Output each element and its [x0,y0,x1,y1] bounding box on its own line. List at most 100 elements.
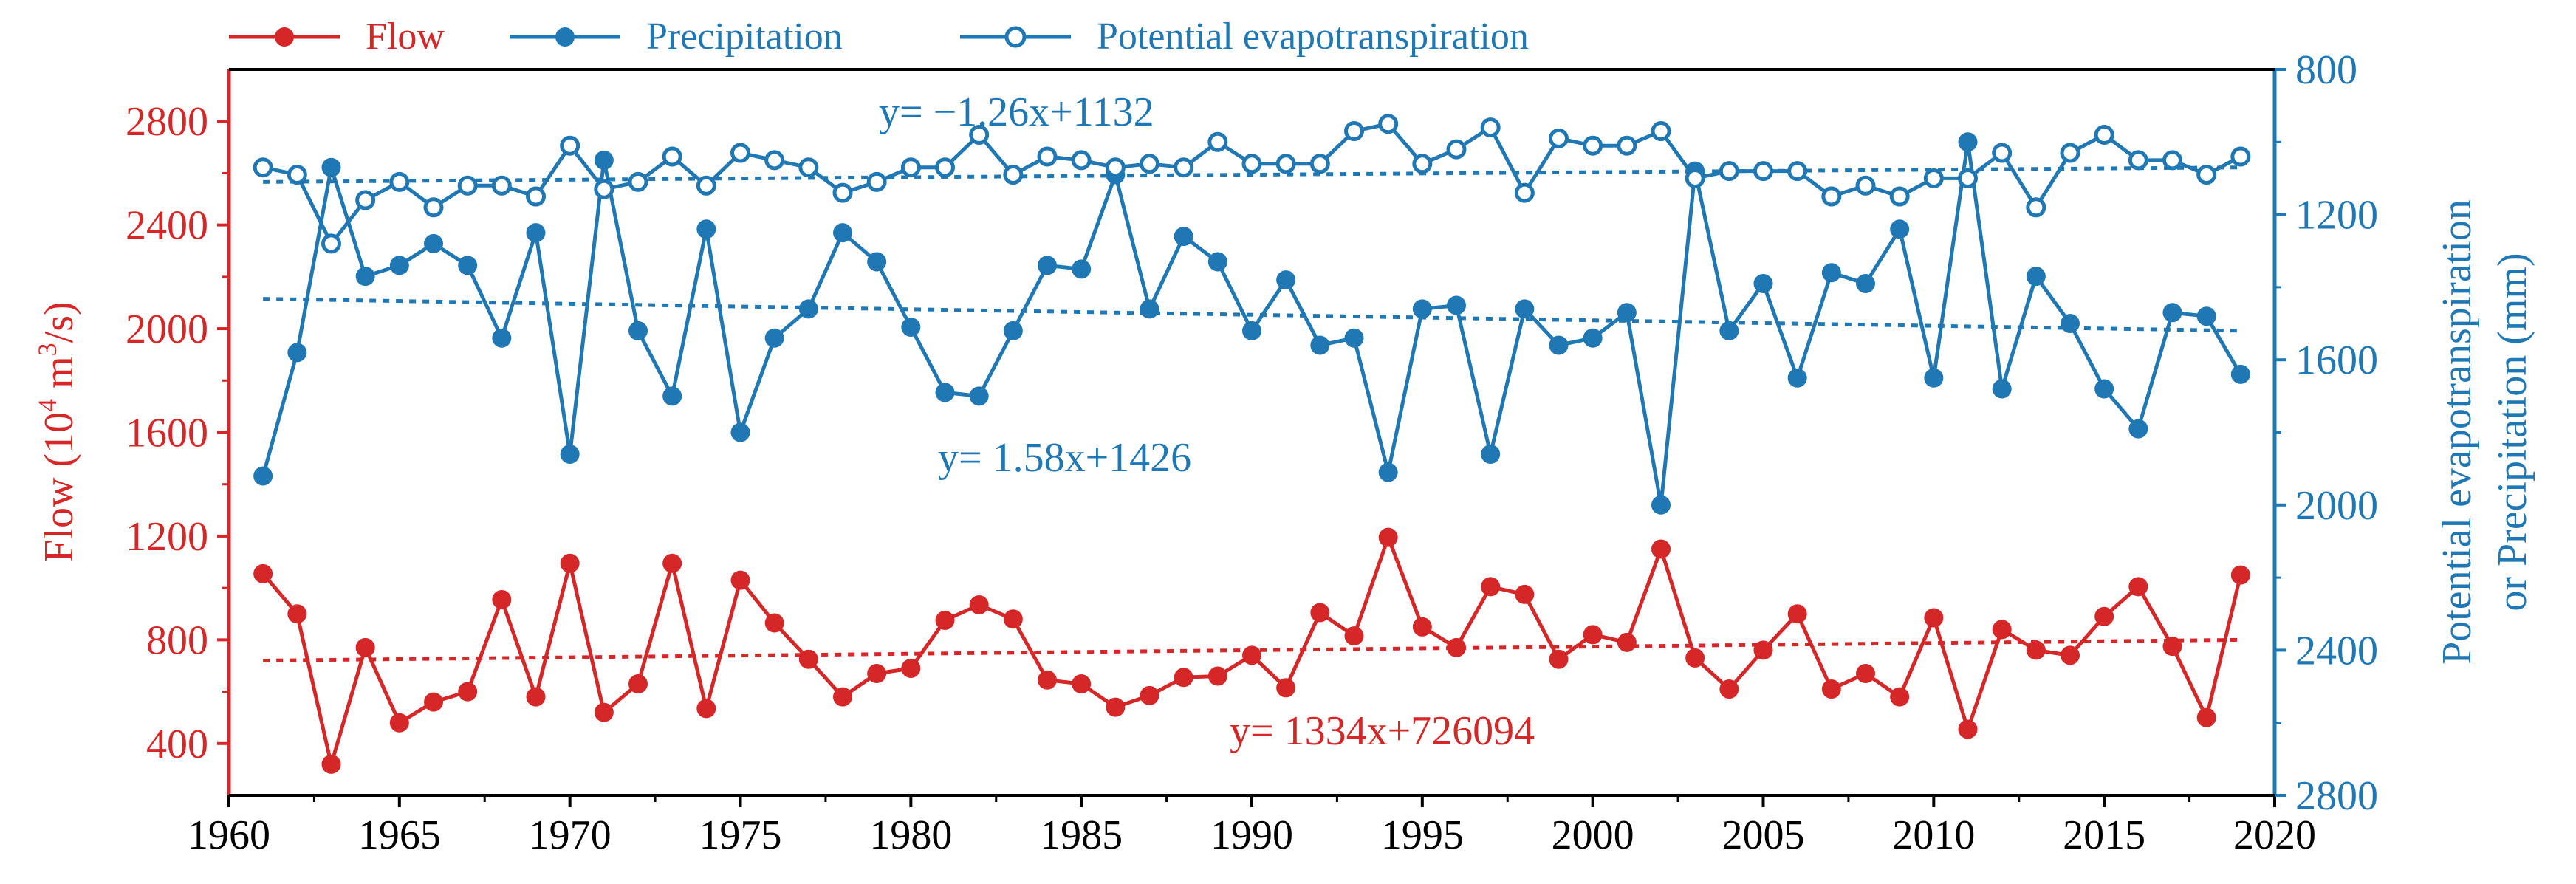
x-tick-label: 1970 [529,812,612,858]
data-point-precipitation [1344,328,1364,348]
data-point-flow [355,637,375,657]
data-point-precipitation [1583,328,1603,348]
data-point-potential-evapotranspiration [1549,128,1569,148]
data-point-flow [526,687,546,707]
data-point-precipitation [321,157,341,177]
data-point-potential-evapotranspiration [798,157,819,178]
x-tick-label: 1960 [188,812,270,858]
data-point-precipitation [594,150,614,170]
y-right-tick-label: 1600 [2295,338,2378,383]
data-point-potential-evapotranspiration [287,165,307,185]
data-point-flow [594,702,614,722]
y-right-tick-label: 2400 [2295,628,2378,674]
data-point-precipitation [798,299,818,319]
data-point-potential-evapotranspiration [2196,165,2217,185]
data-point-potential-evapotranspiration [1446,139,1467,160]
series-line-potential-evapotranspiration [262,122,2241,246]
data-point-precipitation [1856,273,1875,293]
data-point-potential-evapotranspiration [2128,150,2148,171]
data-point-flow [1651,539,1671,559]
data-point-precipitation [1481,444,1501,464]
data-point-potential-evapotranspiration [1685,168,1705,188]
data-point-precipitation [1821,263,1841,283]
data-point-flow [1140,685,1159,705]
data-point-precipitation [2061,314,2080,334]
x-tick-label: 2020 [2233,812,2316,858]
data-point-flow [696,699,716,719]
data-point-flow [1412,617,1432,637]
data-point-precipitation [1378,462,1398,482]
legend-entry-precipitation: Precipitation [510,16,843,58]
data-point-precipitation [1003,321,1023,340]
x-tick-label: 2005 [1722,812,1805,858]
data-point-flow [253,563,273,583]
data-point-precipitation [1958,132,1978,152]
data-point-flow [389,713,409,733]
data-point-flow [492,589,512,609]
trendlines [263,165,2241,662]
data-point-precipitation [1447,295,1466,315]
y-left-axis-title: Flow (104 m3/s) [32,301,82,562]
y-right-tick-label: 1200 [2295,193,2378,239]
data-point-potential-evapotranspiration [423,197,444,218]
data-point-precipitation [901,317,921,337]
data-point-potential-evapotranspiration [1174,157,1194,178]
data-point-flow [1174,668,1193,688]
data-point-flow [1753,640,1773,660]
data-point-precipitation [253,466,273,486]
data-point-precipitation [1208,252,1227,272]
x-tick-label: 2010 [1892,812,1975,858]
data-point-precipitation [1787,368,1807,388]
data-point-potential-evapotranspiration [1787,161,1808,182]
data-point-precipitation [867,252,887,272]
data-point-precipitation [355,267,375,287]
data-point-potential-evapotranspiration [2094,124,2114,145]
x-tick-label: 1965 [358,812,441,858]
data-point-flow [1549,649,1569,669]
data-point-potential-evapotranspiration [1753,161,1773,182]
data-point-flow [458,682,478,702]
data-point-potential-evapotranspiration [560,135,580,156]
data-point-flow [1481,577,1501,597]
y-right-tick-label: 2800 [2295,773,2378,819]
data-point-precipitation [764,328,784,348]
data-point-precipitation [662,386,682,406]
data-point-potential-evapotranspiration [1480,117,1501,138]
legend-flow-label: Flow [366,16,445,58]
data-point-precipitation [1719,321,1739,340]
data-point-precipitation [1038,256,1057,275]
data-point-potential-evapotranspiration [1105,157,1126,178]
data-point-potential-evapotranspiration [1514,182,1535,203]
y-left-tick-label: 400 [146,722,208,767]
data-point-flow [628,674,648,694]
data-point-precipitation [969,386,989,406]
data-point-flow [287,604,307,624]
x-tick-label: 1995 [1381,812,1464,858]
data-point-potential-evapotranspiration [1241,154,1262,174]
data-point-potential-evapotranspiration [457,175,478,196]
data-point-potential-evapotranspiration [1855,175,1876,196]
data-point-potential-evapotranspiration [389,171,410,192]
data-point-precipitation [458,256,478,275]
data-point-flow [1344,626,1364,646]
data-point-precipitation [1140,299,1159,319]
data-point-precipitation [1651,495,1671,515]
data-point-potential-evapotranspiration [1378,114,1399,134]
legend-precip-label: Precipitation [646,16,843,58]
x-tick-label: 1975 [699,812,782,858]
y-right-axis-title-line2: or Precipitation (mm) [2490,253,2535,611]
data-point-potential-evapotranspiration [491,175,512,196]
x-tick-label: 2015 [2063,812,2145,858]
data-point-flow [1890,687,1910,707]
trendline-precipitation [263,297,2241,333]
data-point-precipitation [389,256,409,275]
data-point-potential-evapotranspiration [594,179,614,199]
legend-precip-marker [555,27,575,47]
data-point-precipitation [2094,379,2114,399]
data-point-flow [1106,697,1126,717]
data-point-precipitation [628,321,648,340]
data-point-potential-evapotranspiration [1651,121,1671,142]
data-point-precipitation [2162,303,2182,323]
data-point-precipitation [2026,267,2046,287]
data-point-flow [2162,637,2182,657]
